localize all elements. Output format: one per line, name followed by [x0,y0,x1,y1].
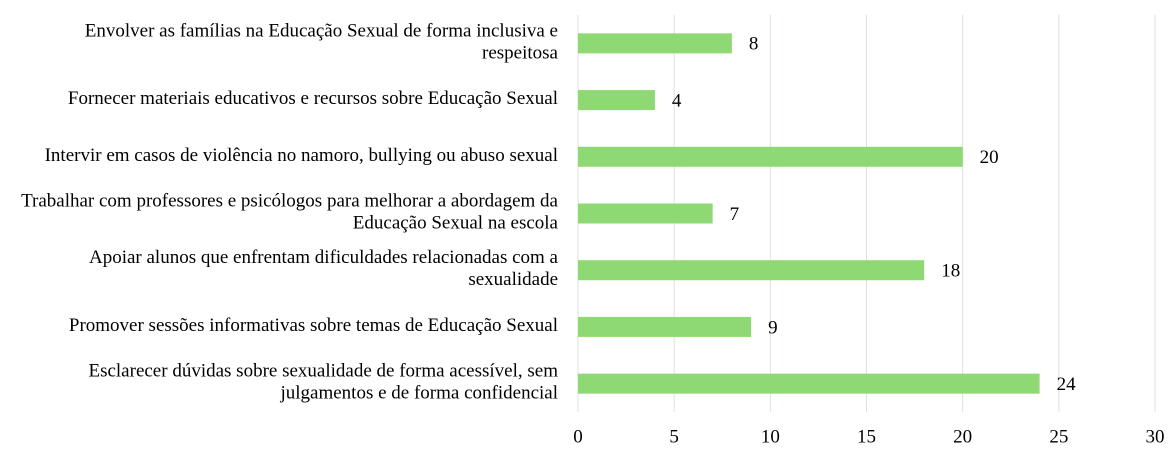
data-label: 18 [941,261,960,282]
y-tick-label: Fornecer materiais educativos e recursos… [68,88,558,109]
data-label: 24 [1057,374,1077,395]
y-tick-label: Trabalhar com professores e psicólogos p… [21,191,558,234]
bar [578,316,752,337]
bar [578,373,1040,394]
x-tick-label: 15 [857,426,876,447]
x-tick-label: 20 [953,426,972,447]
bar [578,260,925,281]
x-tick-label: 10 [761,426,780,447]
bar [578,146,963,167]
x-tick-label: 5 [669,426,679,447]
bar [578,90,655,111]
y-tick-label: Intervir em casos de violência no namoro… [45,145,558,166]
bar [578,203,713,224]
data-label: 4 [672,90,682,111]
data-label: 9 [768,317,778,338]
data-label: 7 [730,204,740,225]
y-tick-label: Promover sessões informativas sobre tema… [69,315,558,336]
bar [578,33,732,54]
data-label: 8 [749,34,759,55]
x-tick-label: 25 [1049,426,1068,447]
y-tick-label: Apoiar alunos que enfrentam dificuldades… [89,248,559,291]
data-label: 20 [980,147,999,168]
y-tick-label: Esclarecer dúvidas sobre sexualidade de … [88,361,558,404]
x-tick-label: 30 [1146,426,1165,447]
x-tick-label: 0 [573,426,583,447]
y-tick-label: Envolver as famílias na Educação Sexual … [85,21,559,64]
